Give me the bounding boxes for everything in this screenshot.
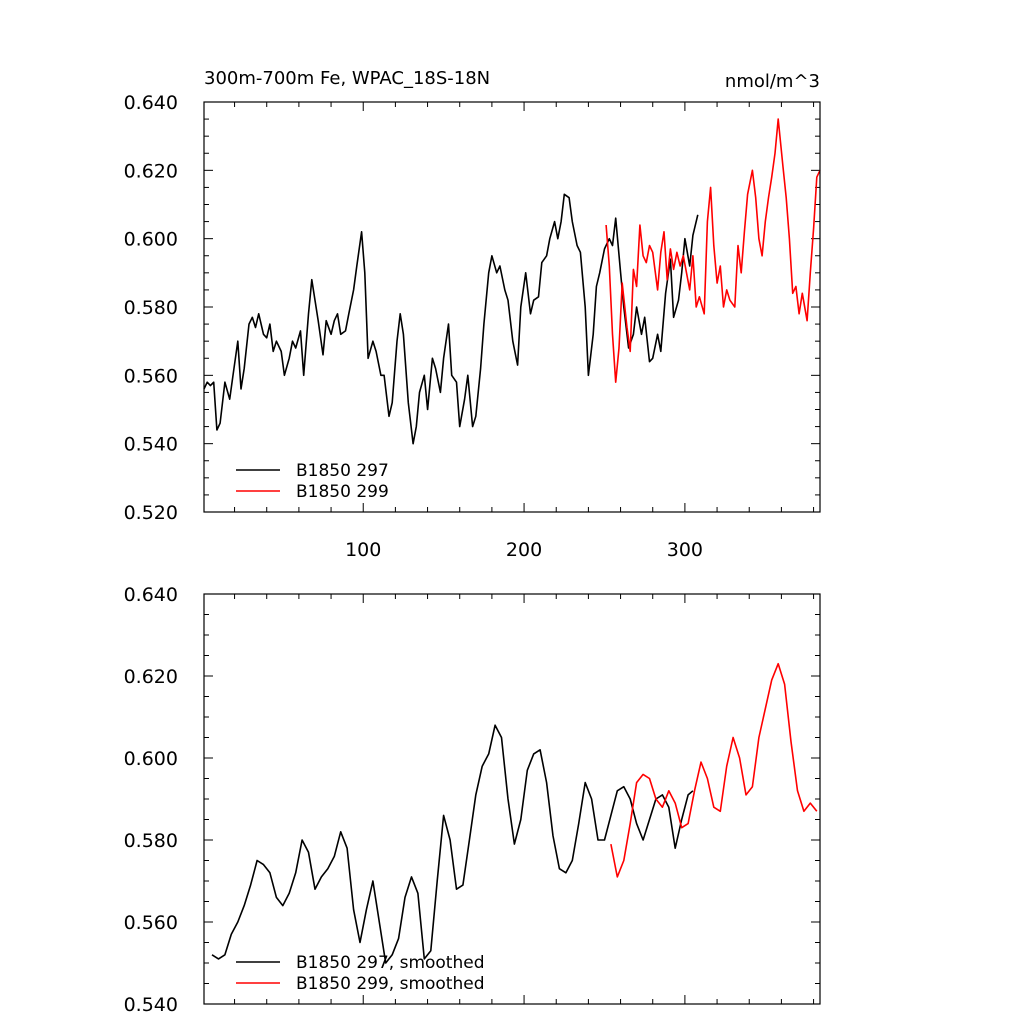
bottom-ytick-label: 0.600 <box>124 748 178 770</box>
top-xtick-label: 100 <box>345 539 381 561</box>
top-legend: B1850 297 B1850 299 <box>236 461 389 502</box>
top-legend-label-297: B1850 297 <box>296 461 389 481</box>
top-xtick-label: 300 <box>667 539 703 561</box>
top-xtick-label: 200 <box>506 539 542 561</box>
bottom-ytick-label: 0.540 <box>124 994 178 1016</box>
bottom-series-b1850-299-smoothed <box>610 662 818 878</box>
bottom-panel: 0.540 0.560 0.580 0.600 0.620 0.640 B1850 297… <box>124 584 821 1016</box>
bottom-legend: B1850 297, smoothed B1850 299, smoothed <box>236 953 485 994</box>
top-series-b1850-299 <box>605 118 821 384</box>
top-ytick-label: 0.560 <box>124 365 178 387</box>
top-panel: 300m-700m Fe, WPAC_18S-18N nmol/m^3 0.52… <box>124 68 821 561</box>
top-ytick-label: 0.520 <box>124 502 178 524</box>
top-ytick-label: 0.620 <box>124 160 178 182</box>
bottom-ytick-label: 0.580 <box>124 830 178 852</box>
bottom-legend-label-299: B1850 299, smoothed <box>296 974 485 994</box>
bottom-ytick-label: 0.620 <box>124 666 178 688</box>
bottom-series-b1850-297-smoothed <box>211 724 694 964</box>
top-plot-frame <box>203 101 821 513</box>
top-ytick-label: 0.640 <box>124 92 178 114</box>
top-series-b1850-297 <box>203 193 699 445</box>
bottom-ytick-label: 0.640 <box>124 584 178 606</box>
top-chart-units: nmol/m^3 <box>725 71 820 92</box>
top-ytick-label: 0.600 <box>124 229 178 251</box>
bottom-ytick-label: 0.560 <box>124 912 178 934</box>
bottom-plot-frame <box>203 593 821 1005</box>
bottom-legend-label-297: B1850 297, smoothed <box>296 953 485 973</box>
top-legend-label-299: B1850 299 <box>296 482 389 502</box>
top-chart-title: 300m-700m Fe, WPAC_18S-18N <box>204 68 490 89</box>
top-ytick-label: 0.540 <box>124 434 178 456</box>
top-ytick-label: 0.580 <box>124 297 178 319</box>
